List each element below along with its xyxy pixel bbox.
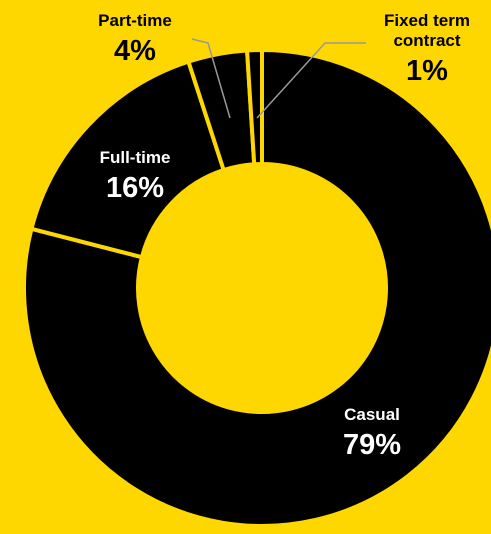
value-label-full-time: 16%: [106, 172, 164, 204]
label-part-time: Part-time: [98, 11, 172, 30]
label-full-time: Full-time: [100, 148, 171, 167]
value-label-fixed-term-contract: 1%: [406, 55, 448, 87]
value-label-casual: 79%: [343, 429, 401, 461]
label-fixed-term-contract-line-2: contract: [393, 31, 460, 50]
value-label-part-time: 4%: [114, 35, 156, 67]
label-casual: Casual: [344, 405, 400, 424]
label-fixed-term-contract-line-1: Fixed term: [384, 11, 470, 30]
